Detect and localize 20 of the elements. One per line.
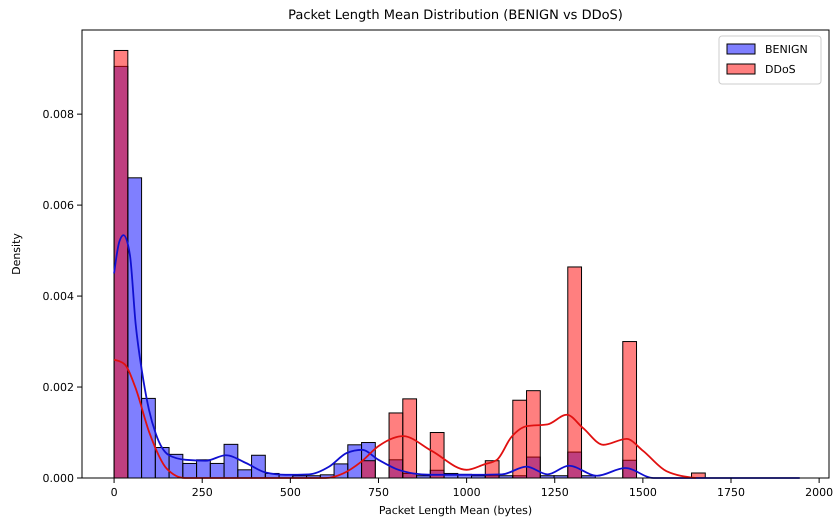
line-series bbox=[113, 234, 801, 479]
x-tick-label: 1500 bbox=[628, 486, 657, 499]
y-tick-label: 0.002 bbox=[42, 380, 74, 394]
x-tick-label: 1250 bbox=[540, 486, 569, 499]
x-tick-label: 1750 bbox=[717, 486, 745, 499]
x-axis-title: Packet Length Mean (bytes) bbox=[378, 504, 532, 517]
x-tick-label: 1000 bbox=[452, 486, 481, 499]
y-tick-label: 0.000 bbox=[42, 472, 74, 485]
x-tick-label: 250 bbox=[192, 486, 213, 499]
x-tick-label: 2000 bbox=[805, 486, 834, 499]
chart-title: Packet Length Mean Distribution (BENIGN vs DDoS) bbox=[288, 8, 623, 23]
legend-label: DDoS bbox=[765, 63, 796, 76]
y-axis-title: Density bbox=[10, 232, 23, 275]
x-tick-label: 0 bbox=[110, 486, 118, 499]
legend-label: BENIGN bbox=[765, 43, 808, 56]
x-tick-label: 750 bbox=[368, 486, 389, 499]
y-tick-label: 0.006 bbox=[42, 198, 74, 212]
x-tick-label: 500 bbox=[280, 486, 301, 499]
y-tick-label: 0.008 bbox=[42, 108, 74, 121]
y-tick-label: 0.004 bbox=[42, 290, 74, 303]
